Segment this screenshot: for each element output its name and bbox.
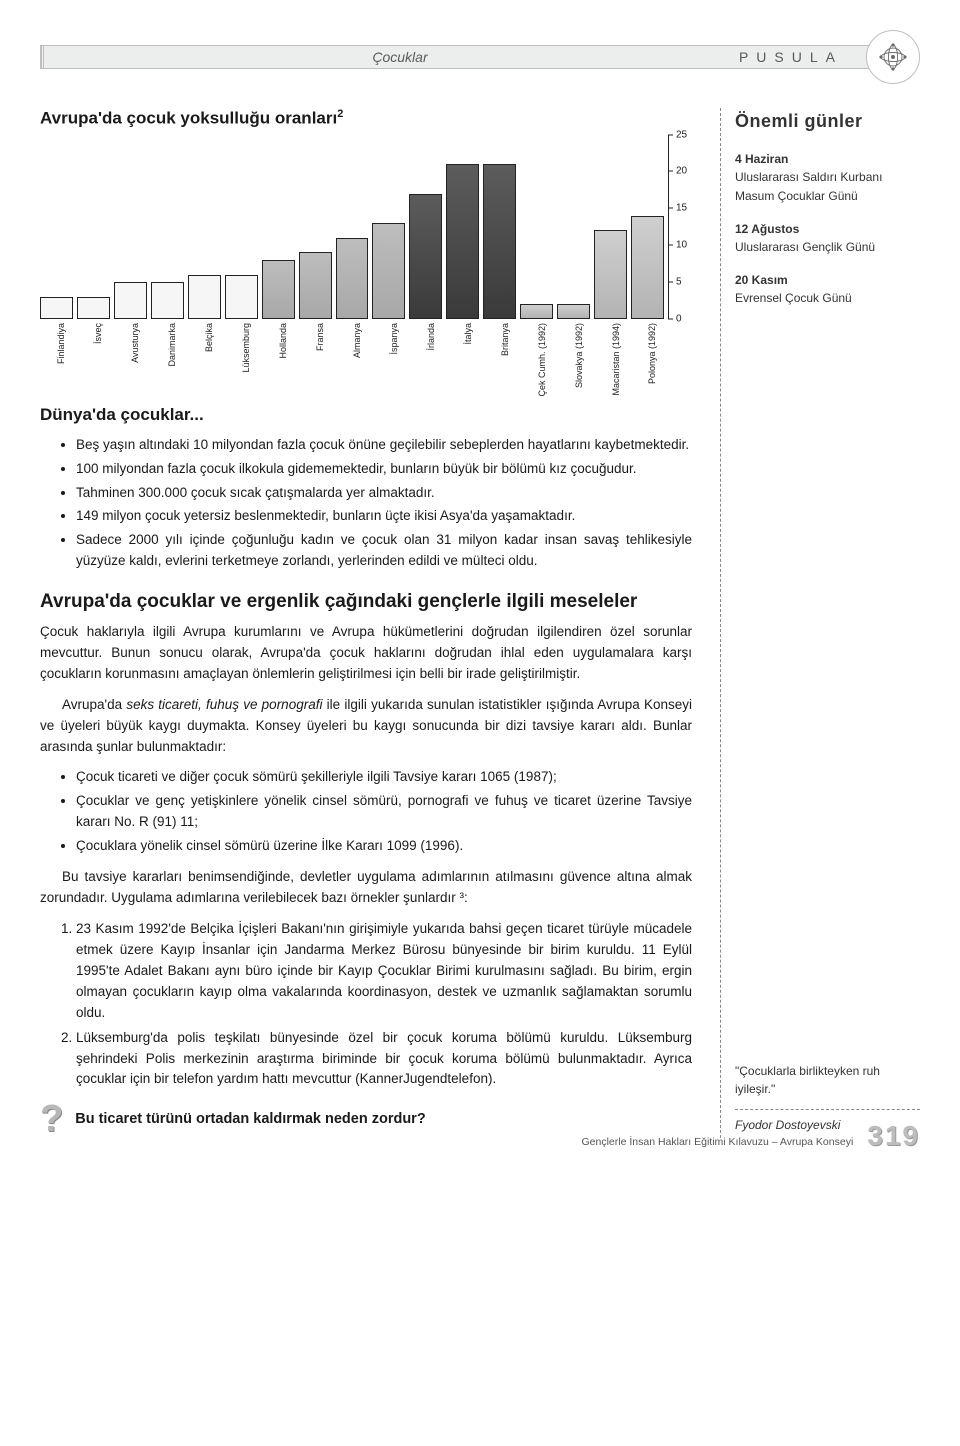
sidebar-item-name: Evrensel Çocuk Günü	[735, 291, 852, 305]
chart-x-label: Finlandiya	[56, 323, 66, 364]
section1-list: Beş yaşın altındaki 10 milyondan fazla ç…	[40, 435, 692, 573]
chart-y-tick: 0	[668, 313, 682, 324]
chart-bar	[114, 282, 147, 319]
chart-x-label: Çek Cumh. (1992)	[537, 323, 547, 397]
list-item: Çocuk ticareti ve diğer çocuk sömürü şek…	[76, 767, 692, 788]
sidebar-quote: "Çocuklarla birlikteyken ruh iyileşir."	[735, 1062, 920, 1099]
top-banner: Çocuklar PUSULA	[40, 30, 920, 84]
banner-bar: Çocuklar PUSULA	[40, 45, 878, 69]
sidebar-item: 20 KasımEvrensel Çocuk Günü	[735, 271, 920, 308]
sidebar-item-date: 4 Haziran	[735, 150, 920, 169]
chart-bar	[372, 223, 405, 319]
list-item: 23 Kasım 1992'de Belçika İçişleri Bakanı…	[76, 919, 692, 1024]
chart-x-label: Belçika	[204, 323, 214, 352]
chart-bar	[557, 304, 590, 319]
poverty-chart: 0510152025 FinlandiyaİsveçAvusturyaDanim…	[40, 135, 692, 385]
chart-x-label: Danimarka	[167, 323, 177, 367]
chart-title-text: Avrupa'da çocuk yoksulluğu oranları	[40, 109, 337, 128]
banner-left-title: Çocuklar	[61, 49, 739, 65]
question-text: Bu ticaret türünü ortadan kaldırmak nede…	[75, 1111, 425, 1127]
sidebar-item: 12 AğustosUluslararası Gençlik Günü	[735, 220, 920, 257]
chart-x-label: Hollanda	[278, 323, 288, 359]
section2-ordered-list: 23 Kasım 1992'de Belçika İçişleri Bakanı…	[40, 919, 692, 1090]
chart-x-label: İtalya	[463, 323, 473, 345]
footer-page-number: 319	[867, 1120, 920, 1152]
section2-p2: Avrupa'da seks ticareti, fuhuş ve pornog…	[40, 695, 692, 758]
section2-p3: Bu tavsiye kararları benimsendiğinde, de…	[40, 867, 692, 909]
sidebar-item-date: 12 Ağustos	[735, 220, 920, 239]
banner-right-title: PUSULA	[739, 49, 849, 65]
list-item: Sadece 2000 yılı içinde çoğunluğu kadın …	[76, 530, 692, 572]
chart-y-tick: 20	[668, 166, 687, 177]
section2-title: Avrupa'da çocuklar ve ergenlik çağındaki…	[40, 590, 692, 614]
chart-bar	[188, 275, 221, 319]
chart-bar	[151, 282, 184, 319]
chart-x-label: Almanya	[352, 323, 362, 358]
chart-y-tick: 25	[668, 129, 687, 140]
chart-bar	[262, 260, 295, 319]
chart-bar	[520, 304, 553, 319]
chart-title-sup: 2	[337, 108, 343, 120]
chart-y-tick: 5	[668, 276, 682, 287]
chart-x-label: İspanya	[389, 323, 399, 355]
chart-bar	[336, 238, 369, 319]
sidebar-title: Önemli günler	[735, 108, 920, 136]
banner-left-border	[41, 45, 49, 69]
chart-x-label: İsveç	[93, 323, 103, 344]
chart-y-tick: 15	[668, 203, 687, 214]
chart-x-label: Macaristan (1994)	[611, 323, 621, 396]
list-item: 149 milyon çocuk yetersiz beslenmektedir…	[76, 506, 692, 527]
section2-list: Çocuk ticareti ve diğer çocuk sömürü şek…	[40, 767, 692, 857]
chart-bar	[40, 297, 73, 319]
question-mark-icon: ?	[40, 1100, 63, 1138]
chart-y-tick: 10	[668, 240, 687, 251]
chart-bar	[299, 252, 332, 318]
chart-x-label: Britanya	[500, 323, 510, 356]
sidebar-item-name: Uluslararası Gençlik Günü	[735, 240, 875, 254]
compass-icon	[866, 30, 920, 84]
footer-text: Gençlerle İnsan Hakları Eğitimi Kılavuzu…	[582, 1136, 854, 1148]
chart-x-label: Polonya (1992)	[647, 323, 657, 384]
chart-bar	[483, 164, 516, 319]
sidebar-item-name: Uluslararası Saldırı Kurbanı Masum Çocuk…	[735, 170, 882, 203]
section2-p1: Çocuk haklarıyla ilgili Avrupa kurumları…	[40, 622, 692, 685]
list-item: Çocuklar ve genç yetişkinlere yönelik ci…	[76, 791, 692, 833]
chart-bar	[631, 216, 664, 319]
list-item: Lüksemburg'da polis teşkilatı bünyesinde…	[76, 1028, 692, 1091]
chart-bar	[225, 275, 258, 319]
chart-title: Avrupa'da çocuk yoksulluğu oranları2	[40, 108, 692, 129]
chart-x-label: Slovakya (1992)	[574, 323, 584, 388]
chart-bar	[594, 230, 627, 318]
list-item: Tahminen 300.000 çocuk sıcak çatışmalard…	[76, 483, 692, 504]
chart-bar	[409, 194, 442, 319]
list-item: Beş yaşın altındaki 10 milyondan fazla ç…	[76, 435, 692, 456]
section2-p2a: Avrupa'da	[62, 697, 126, 712]
chart-x-label: Fransa	[315, 323, 325, 351]
chart-bar	[77, 297, 110, 319]
list-item: Çocuklara yönelik cinsel sömürü üzerine …	[76, 836, 692, 857]
sidebar-item: 4 HaziranUluslararası Saldırı Kurbanı Ma…	[735, 150, 920, 206]
chart-x-label: Avusturya	[130, 323, 140, 363]
sidebar-item-date: 20 Kasım	[735, 271, 920, 290]
chart-x-label: Lüksemburg	[241, 323, 251, 373]
chart-bar	[446, 164, 479, 319]
list-item: 100 milyondan fazla çocuk ilkokula gidem…	[76, 459, 692, 480]
section1-title: Dünya'da çocuklar...	[40, 405, 692, 425]
sidebar: Önemli günler 4 HaziranUluslararası Sald…	[720, 108, 920, 1138]
section2-p2-em: seks ticareti, fuhuş ve pornografi	[126, 697, 322, 712]
page-footer: Gençlerle İnsan Hakları Eğitimi Kılavuzu…	[582, 1120, 921, 1152]
chart-x-label: İrlanda	[426, 323, 436, 351]
